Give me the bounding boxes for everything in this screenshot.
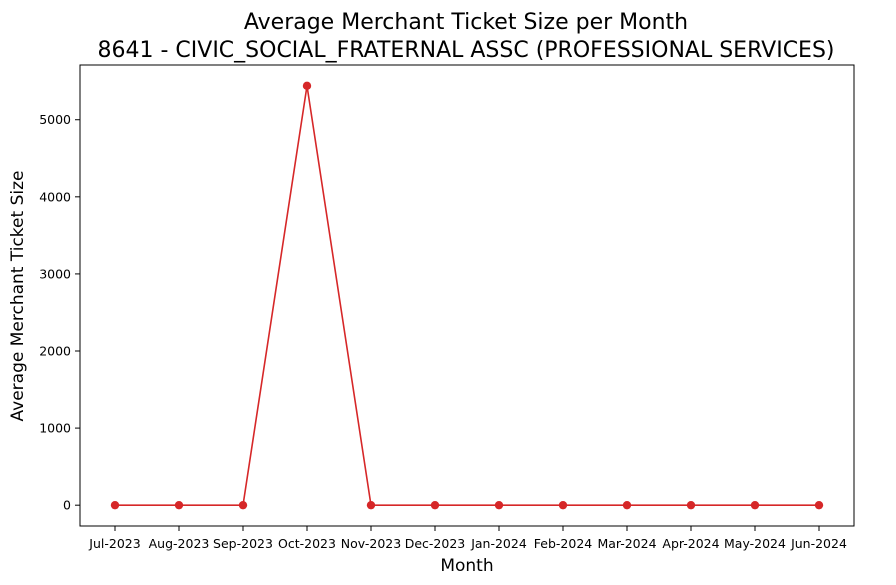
x-tick-label: Nov-2023 bbox=[341, 536, 401, 551]
x-tick-label: Aug-2023 bbox=[149, 536, 210, 551]
x-tick-label: Mar-2024 bbox=[597, 536, 656, 551]
y-tick-label: 4000 bbox=[39, 189, 71, 204]
y-tick-label: 2000 bbox=[39, 344, 71, 359]
y-tick-label: 3000 bbox=[39, 266, 71, 281]
x-tick-label: Feb-2024 bbox=[534, 536, 593, 551]
data-point bbox=[302, 81, 312, 91]
y-axis: 0 1000 2000 3000 4000 5000 bbox=[39, 112, 80, 513]
x-axis: Jul-2023 Aug-2023 Sep-2023 Oct-2023 Nov-2023… bbox=[88, 526, 847, 551]
data-point bbox=[750, 500, 760, 510]
data-point bbox=[110, 500, 120, 510]
y-tick-label: 0 bbox=[63, 498, 71, 513]
x-tick-label: Jun-2024 bbox=[790, 536, 847, 551]
data-point bbox=[238, 500, 248, 510]
data-point bbox=[686, 500, 696, 510]
data-point bbox=[814, 500, 824, 510]
data-point bbox=[622, 500, 632, 510]
x-tick-label: Apr-2024 bbox=[662, 536, 719, 551]
chart-title: Average Merchant Ticket Size per Month bbox=[244, 10, 688, 35]
data-point bbox=[366, 500, 376, 510]
data-point bbox=[430, 500, 440, 510]
x-tick-label: Jul-2023 bbox=[88, 536, 140, 551]
y-axis-label: Average Merchant Ticket Size bbox=[8, 171, 28, 422]
plot-area bbox=[79, 64, 855, 527]
x-tick-label: Sep-2023 bbox=[213, 536, 273, 551]
data-point bbox=[494, 500, 504, 510]
x-tick-label: Dec-2023 bbox=[405, 536, 466, 551]
chart-subtitle: 8641 - CIVIC_SOCIAL_FRATERNAL ASSC (PROF… bbox=[98, 38, 835, 63]
x-tick-label: May-2024 bbox=[724, 536, 786, 551]
y-tick-label: 5000 bbox=[39, 112, 71, 127]
x-tick-label: Oct-2023 bbox=[278, 536, 336, 551]
x-tick-label: Jan-2024 bbox=[470, 536, 527, 551]
y-tick-label: 1000 bbox=[39, 421, 71, 436]
x-axis-label: Month bbox=[440, 556, 493, 576]
series-line bbox=[110, 81, 824, 510]
series-line-path bbox=[115, 85, 819, 506]
data-point bbox=[174, 500, 184, 510]
data-point bbox=[558, 500, 568, 510]
